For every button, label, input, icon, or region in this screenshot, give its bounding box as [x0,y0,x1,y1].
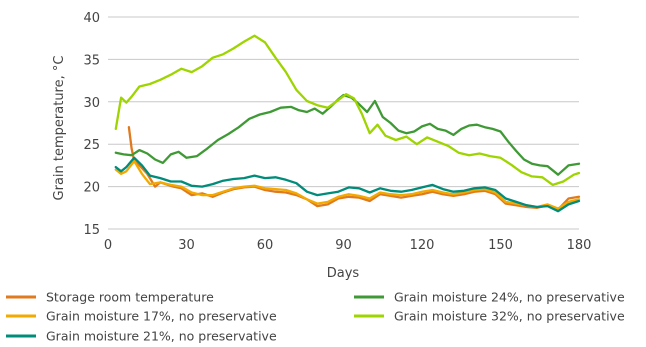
x-tick-label: 180 [567,238,592,253]
x-tick-label: 150 [488,238,513,253]
y-axis-title: Grain temperature, °C [52,56,67,201]
legend-label: Grain moisture 24%, no preservative [394,290,625,305]
x-tick-labels: 0 30 60 90 120 150 180 [104,238,592,253]
grid-lines [108,16,579,230]
y-tick-label: 30 [83,96,100,111]
legend-label: Grain moisture 32%, no preservative [394,309,625,324]
legend-label: Grain moisture 21%, no preservative [46,329,277,344]
series-line-2 [114,160,581,210]
y-tick-label: 35 [83,53,100,68]
x-tick-label: 60 [257,238,274,253]
y-tick-label: 15 [83,223,100,238]
x-tick-label: 0 [104,238,112,253]
y-tick-label: 25 [83,138,100,153]
x-tick-label: 120 [410,238,435,253]
series-line-3 [114,156,581,213]
series-line-5 [114,34,581,187]
series-line-1 [127,126,581,211]
y-tick-labels: 15 20 25 30 35 40 [83,11,100,238]
legend: Storage room temperature Grain moisture 1… [6,290,625,344]
x-tick-label: 90 [335,238,352,253]
x-tick-label: 30 [178,238,195,253]
y-tick-label: 40 [83,11,100,26]
x-axis-title: Days [327,266,360,281]
legend-label: Grain moisture 17%, no preservative [46,309,277,324]
legend-label: Storage room temperature [46,290,214,305]
series-lines [114,34,581,213]
y-tick-label: 20 [83,181,100,196]
